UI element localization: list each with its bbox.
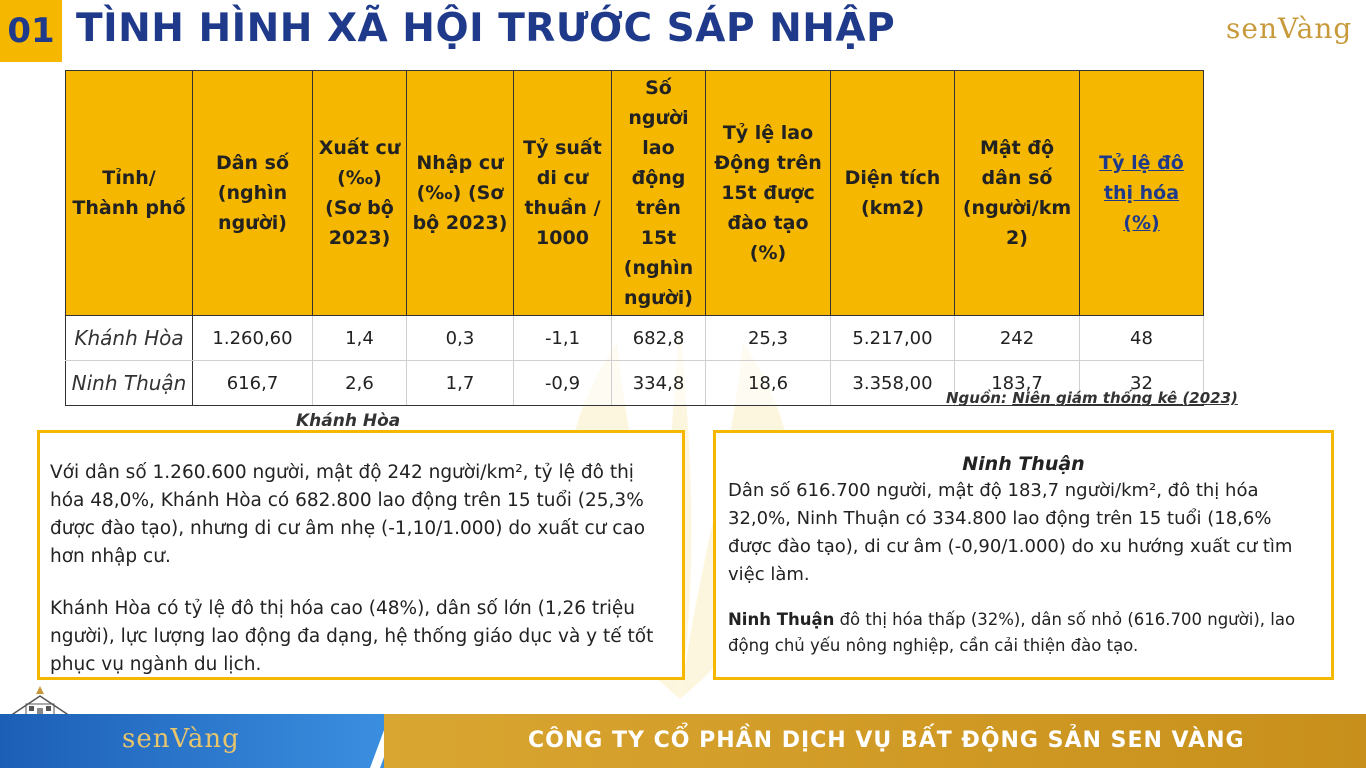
- header-immigration: Nhập cư (‰) (Sơ bộ 2023): [406, 70, 514, 316]
- cell-area: 3.358,00: [830, 360, 955, 406]
- khanh-hoa-paragraph-2: Khánh Hòa có tỷ lệ đô thị hóa cao (48%),…: [50, 598, 654, 675]
- cell-urbanization: 48: [1079, 315, 1204, 361]
- ninh-thuan-summary-box: Ninh Thuận Dân số 616.700 người, mật độ …: [713, 430, 1334, 680]
- table-row: Ninh Thuận 616,7 2,6 1,7 -0,9 334,8 18,6…: [65, 360, 1204, 406]
- cell-emigration: 1,4: [312, 315, 407, 361]
- qr-stamp-icon: [9, 686, 71, 716]
- cell-urbanization: 32: [1079, 360, 1204, 406]
- ninh-thuan-paragraph-2-text: đô thị hóa thấp (32%), dân số nhỏ (616.7…: [728, 610, 1296, 655]
- khanh-hoa-paragraph-1: Với dân số 1.260.600 người, mật độ 242 n…: [50, 462, 646, 567]
- khanh-hoa-caption: Khánh Hòa: [296, 411, 401, 431]
- header-emigration: Xuất cư (‰) (Sơ bộ 2023): [312, 70, 407, 316]
- cell-province: Ninh Thuận: [65, 360, 193, 406]
- ninh-thuan-paragraph-2: Ninh Thuận đô thị hóa thấp (32%), dân số…: [728, 607, 1319, 659]
- cell-emigration: 2,6: [312, 360, 407, 406]
- cell-population: 616,7: [192, 360, 313, 406]
- footer-bar: senVàng CÔNG TY CỔ PHẦN DỊCH VỤ BẤT ĐỘNG…: [0, 714, 1366, 768]
- cell-density: 183,7: [954, 360, 1080, 406]
- header-urbanization-link[interactable]: Tỷ lệ đô thị hóa (%): [1079, 70, 1204, 316]
- cell-trained-labor: 18,6: [705, 360, 831, 406]
- source-prefix: Nguồn:: [946, 389, 1007, 407]
- header-area: Diện tích (km2): [830, 70, 955, 316]
- cell-immigration: 1,7: [406, 360, 514, 406]
- company-name: CÔNG TY CỔ PHẦN DỊCH VỤ BẤT ĐỘNG SẢN SEN…: [528, 728, 1245, 753]
- cell-labor-force: 682,8: [611, 315, 706, 361]
- section-number: 01: [0, 0, 62, 62]
- table-header-row: Tỉnh/ Thành phố Dân số (nghìn người) Xuấ…: [65, 70, 1204, 316]
- header-population: Dân số (nghìn người): [192, 70, 313, 316]
- header-density: Mật độ dân số (người/km 2): [954, 70, 1080, 316]
- header-net-migration: Tỷ suất di cư thuần / 1000: [513, 70, 612, 316]
- cell-net-migration: -1,1: [513, 315, 612, 361]
- cell-density: 242: [954, 315, 1080, 361]
- footer-logo: senVàng: [122, 724, 240, 754]
- cell-province: Khánh Hòa: [65, 315, 193, 361]
- header-province: Tỉnh/ Thành phố: [65, 70, 193, 316]
- cell-net-migration: -0,9: [513, 360, 612, 406]
- cell-immigration: 0,3: [406, 315, 514, 361]
- population-table: Tỉnh/ Thành phố Dân số (nghìn người) Xuấ…: [65, 70, 1204, 406]
- khanh-hoa-summary-box: Với dân số 1.260.600 người, mật độ 242 n…: [37, 430, 685, 680]
- source-link[interactable]: Niên giám thống kê (2023): [1012, 389, 1238, 407]
- ninh-thuan-heading: Ninh Thuận: [962, 453, 1085, 475]
- cell-area: 5.217,00: [830, 315, 955, 361]
- cell-population: 1.260,60: [192, 315, 313, 361]
- ninh-thuan-paragraph-1: Dân số 616.700 người, mật độ 183,7 người…: [728, 480, 1293, 585]
- brand-logo: senVàng: [1226, 12, 1353, 45]
- header-labor-force: Số người lao động trên 15t (nghìn người): [611, 70, 706, 316]
- source-note: Nguồn: Niên giám thống kê (2023): [946, 389, 1238, 407]
- footer-blue-panel: [0, 714, 390, 768]
- cell-trained-labor: 25,3: [705, 315, 831, 361]
- cell-labor-force: 334,8: [611, 360, 706, 406]
- header-trained-labor: Tỷ lệ lao Động trên 15t được đào tạo (%): [705, 70, 831, 316]
- page-title: TÌNH HÌNH XÃ HỘI TRƯỚC SÁP NHẬP: [76, 6, 896, 51]
- footer-gold-panel: [384, 714, 1366, 768]
- ninh-thuan-bold-label: Ninh Thuận: [728, 610, 835, 629]
- table-row: Khánh Hòa 1.260,60 1,4 0,3 -1,1 682,8 25…: [65, 315, 1204, 361]
